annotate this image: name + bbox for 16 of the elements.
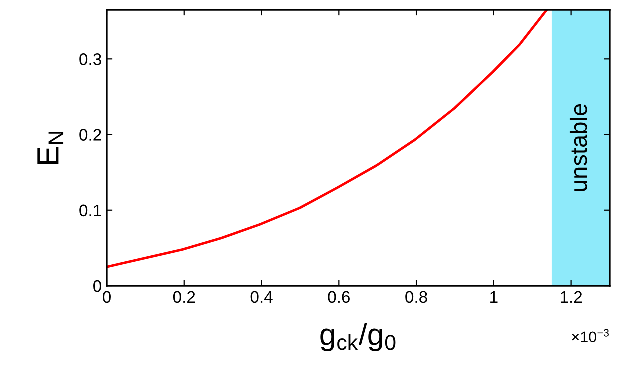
x-tick-label: 0.8 bbox=[406, 291, 428, 304]
y-tick-label: 0 bbox=[94, 280, 102, 292]
x-tick-label: 1.2 bbox=[560, 291, 582, 303]
y-tick-label: 0.1 bbox=[80, 204, 102, 217]
y-tick-label: 0.3 bbox=[80, 54, 102, 66]
band-label: unstable bbox=[570, 104, 588, 192]
text: ×10$^{−3}$ bbox=[572, 329, 609, 343]
x-tick-label: 1 bbox=[490, 291, 498, 303]
y-axis-title: E$_{N}$ bbox=[38, 132, 64, 164]
line-series bbox=[107, 10, 548, 268]
x-tick-label: 0.2 bbox=[173, 291, 196, 304]
x-tick-label: 0.4 bbox=[250, 291, 273, 304]
x-tick-label: 0 bbox=[103, 291, 111, 304]
x-axis-title: g$_{ck}$/g$_{0}$ bbox=[320, 323, 396, 352]
x-tick-label: 0.6 bbox=[328, 291, 350, 304]
y-tick-label: 0.2 bbox=[80, 129, 102, 141]
